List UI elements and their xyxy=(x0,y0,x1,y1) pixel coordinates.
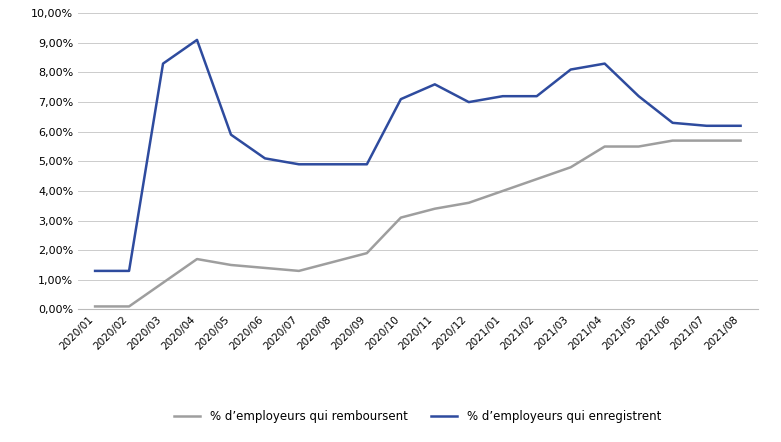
% d’employeurs qui remboursent xyxy=(226,262,236,267)
Legend: % d’employeurs qui remboursent, % d’employeurs qui enregistrent: % d’employeurs qui remboursent, % d’empl… xyxy=(169,405,666,428)
% d’employeurs qui enregistrent xyxy=(159,61,168,66)
% d’employeurs qui enregistrent xyxy=(124,268,134,274)
% d’employeurs qui enregistrent xyxy=(430,82,440,87)
Line: % d’employeurs qui remboursent: % d’employeurs qui remboursent xyxy=(95,141,740,306)
% d’employeurs qui enregistrent xyxy=(668,120,677,126)
% d’employeurs qui remboursent xyxy=(192,256,201,262)
% d’employeurs qui enregistrent xyxy=(634,94,644,99)
% d’employeurs qui remboursent xyxy=(634,144,644,149)
% d’employeurs qui enregistrent xyxy=(192,37,201,42)
% d’employeurs qui enregistrent xyxy=(294,162,304,167)
% d’employeurs qui remboursent xyxy=(566,164,576,170)
% d’employeurs qui enregistrent xyxy=(260,156,269,161)
% d’employeurs qui remboursent xyxy=(498,188,508,194)
Line: % d’employeurs qui enregistrent: % d’employeurs qui enregistrent xyxy=(95,40,740,271)
% d’employeurs qui remboursent xyxy=(736,138,745,143)
% d’employeurs qui remboursent xyxy=(532,176,541,182)
% d’employeurs qui remboursent xyxy=(396,215,405,220)
% d’employeurs qui enregistrent xyxy=(566,67,576,72)
% d’employeurs qui enregistrent xyxy=(328,162,337,167)
% d’employeurs qui remboursent xyxy=(600,144,609,149)
% d’employeurs qui remboursent xyxy=(702,138,711,143)
% d’employeurs qui remboursent xyxy=(294,268,304,274)
% d’employeurs qui enregistrent xyxy=(362,162,372,167)
% d’employeurs qui remboursent xyxy=(362,251,372,256)
% d’employeurs qui remboursent xyxy=(91,304,100,309)
% d’employeurs qui enregistrent xyxy=(736,123,745,129)
% d’employeurs qui enregistrent xyxy=(226,132,236,137)
% d’employeurs qui remboursent xyxy=(668,138,677,143)
% d’employeurs qui enregistrent xyxy=(91,268,100,274)
% d’employeurs qui remboursent xyxy=(328,259,337,265)
% d’employeurs qui remboursent xyxy=(260,265,269,271)
% d’employeurs qui remboursent xyxy=(464,200,473,206)
% d’employeurs qui remboursent xyxy=(159,280,168,286)
% d’employeurs qui enregistrent xyxy=(702,123,711,129)
% d’employeurs qui enregistrent xyxy=(498,94,508,99)
% d’employeurs qui remboursent xyxy=(124,304,134,309)
% d’employeurs qui enregistrent xyxy=(532,94,541,99)
% d’employeurs qui enregistrent xyxy=(464,99,473,105)
% d’employeurs qui enregistrent xyxy=(600,61,609,66)
% d’employeurs qui enregistrent xyxy=(396,96,405,102)
% d’employeurs qui remboursent xyxy=(430,206,440,211)
